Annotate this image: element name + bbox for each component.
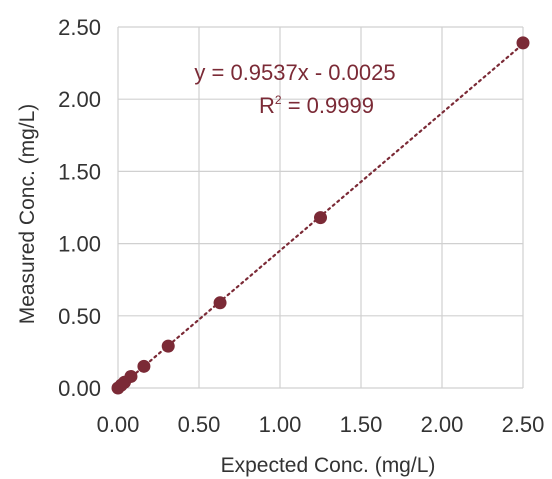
data-point: [124, 369, 138, 383]
y-tick-label: 1.00: [58, 232, 101, 257]
data-point: [213, 296, 227, 310]
x-tick-label: 1.50: [340, 412, 383, 437]
r-squared-annotation: R2 = 0.9999: [259, 93, 374, 118]
y-axis-title: Measured Conc. (mg/L): [16, 104, 39, 325]
x-tick-label: 0.50: [178, 412, 221, 437]
r-squared-prefix: R: [259, 93, 275, 118]
equation-annotation: y = 0.9537x - 0.0025: [194, 60, 395, 85]
y-tick-label: 0.50: [58, 304, 101, 329]
y-tick-label: 0.00: [58, 376, 101, 401]
data-point: [314, 211, 327, 225]
data-point: [161, 339, 175, 353]
data-point: [516, 36, 530, 50]
y-tick-label: 2.50: [58, 15, 101, 40]
x-tick-label: 0.00: [97, 412, 140, 437]
grid: [117, 26, 524, 389]
x-axis-title: Expected Conc. (mg/L): [221, 454, 436, 477]
r-squared-value: = 0.9999: [282, 93, 374, 118]
y-tick-label: 1.50: [58, 159, 101, 184]
x-tick-label: 1.00: [259, 412, 302, 437]
y-tick-label: 2.00: [58, 87, 101, 112]
x-tick-label: 2.50: [502, 412, 545, 437]
data-points: [111, 36, 530, 395]
x-tick-label: 2.00: [421, 412, 464, 437]
x-tick-labels: 0.00 0.50 1.00 1.50 2.00 2.50: [97, 412, 545, 437]
y-tick-labels: 0.00 0.50 1.00 1.50 2.00 2.50: [58, 15, 101, 401]
data-point: [137, 359, 151, 373]
r-squared-superscript: 2: [275, 93, 282, 107]
